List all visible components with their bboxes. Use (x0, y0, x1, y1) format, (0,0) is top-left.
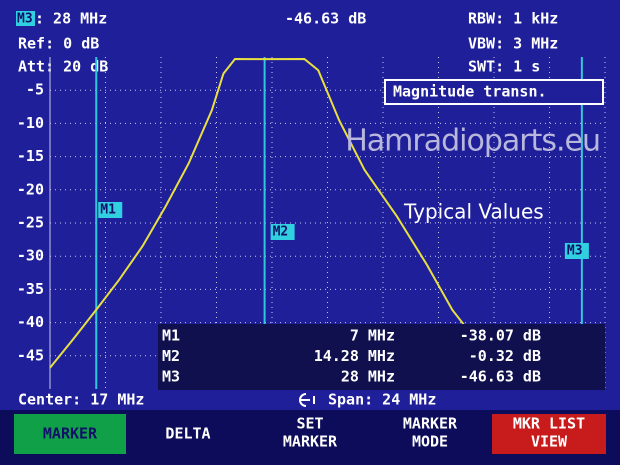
marker-level: -46.63 dB (460, 368, 541, 386)
span: Span: 24 MHz (328, 391, 436, 409)
note: Typical Values (403, 200, 544, 224)
softkey-label: DELTA (165, 425, 210, 443)
y-tick-label: -5 (26, 81, 44, 99)
softkey-label: MARKER (43, 425, 98, 443)
marker-name: M2 (162, 347, 180, 365)
softkey-label: MKR LIST (513, 415, 585, 433)
watermark: Hamradioparts.eu (345, 124, 600, 159)
marker-frequency: 7 MHz (350, 327, 395, 345)
marker-label: M3 (567, 244, 583, 259)
softkey-face (492, 414, 606, 454)
marker-name: M3 (162, 368, 180, 386)
vbw: VBW: 3 MHz (468, 35, 558, 53)
mode-box (384, 79, 604, 105)
y-tick-label: -15 (17, 147, 44, 165)
softkey[interactable]: MARKER (14, 414, 126, 454)
y-tick-label: -20 (17, 180, 44, 198)
marker-table (158, 324, 605, 390)
rbw: RBW: 1 kHz (468, 10, 558, 28)
marker-frequency: 28 MHz (341, 368, 395, 386)
marker-label-box (98, 202, 123, 218)
marker-level: -46.63 dB (285, 10, 366, 28)
marker-tag-box (16, 11, 35, 26)
marker-label: M1 (100, 203, 116, 218)
marker-table-rows: M1 7 MHz -38.07 dB M2 14.28 MHz -0.32 dB M3 28 … (162, 327, 541, 386)
y-tick-label: -40 (17, 313, 44, 331)
marker-freq: : 28 MHz (35, 10, 107, 28)
softkey-label: SET (296, 415, 323, 433)
y-tick-label: -25 (17, 214, 44, 232)
marker-label-box (564, 243, 589, 259)
softkey-face (252, 414, 368, 454)
softkey-label: VIEW (531, 433, 568, 451)
softkey-face (130, 414, 246, 454)
marker-label: M2 (273, 225, 289, 240)
y-tick-label: -10 (17, 114, 44, 132)
y-tick-label: -30 (17, 247, 44, 265)
softkey-label: MARKER (283, 433, 338, 451)
center-freq: Center: 17 MHz (18, 391, 144, 409)
softkey-face (372, 414, 488, 454)
sweep-time: SWT: 1 s (468, 58, 540, 76)
mode-title: Magnitude transn. (393, 83, 547, 101)
y-tick-label: -35 (17, 280, 44, 298)
marker-frequency: 14.28 MHz (314, 347, 395, 365)
attenuation: Att: 20 dB (18, 58, 108, 76)
marker-name: M1 (162, 327, 180, 345)
softkey-face (14, 414, 126, 454)
marker-tag: M3 (17, 12, 33, 27)
softkey-label: MARKER (403, 415, 458, 433)
span-icon (299, 393, 315, 407)
ref-level: Ref: 0 dB (18, 35, 99, 53)
y-tick-label: -45 (17, 346, 44, 364)
marker-level: -0.32 dB (469, 347, 541, 365)
marker-level: -38.07 dB (460, 327, 541, 345)
marker-label-box (270, 224, 295, 240)
softkey[interactable]: DELTA (130, 414, 246, 454)
softkey-label: MODE (412, 433, 448, 451)
